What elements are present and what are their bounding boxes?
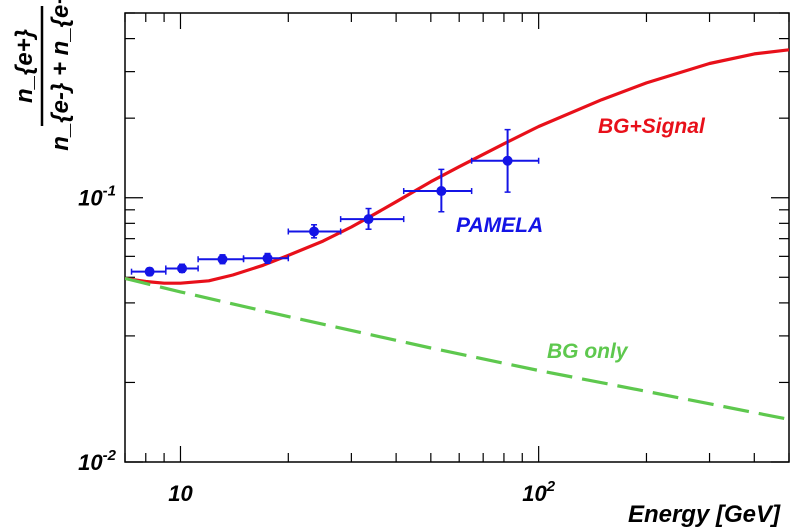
pamela-point bbox=[436, 186, 447, 197]
series-layer bbox=[125, 48, 789, 421]
annotation-bg-only: BG only bbox=[547, 340, 629, 363]
x-tick-label: 102 bbox=[522, 478, 555, 506]
pamela-point bbox=[363, 214, 374, 225]
y-axis-title-numerator: n_{e+} bbox=[11, 29, 38, 103]
x-tick-label: 10 bbox=[168, 481, 193, 506]
y-tick-label: 10-1 bbox=[78, 183, 116, 211]
series-bg-only-line bbox=[125, 276, 789, 421]
axis-ticks: 10 102 10-2 10-1 bbox=[78, 12, 790, 506]
series-bg-signal-line bbox=[125, 48, 789, 285]
series-pamela bbox=[130, 128, 540, 277]
pamela-point bbox=[262, 253, 273, 264]
y-axis-title-denominator: n_{e-} + n_{e+} bbox=[47, 0, 74, 151]
annotation-pamela: PAMELA bbox=[456, 214, 543, 237]
pamela-point bbox=[502, 155, 513, 166]
x-axis-title: Energy [GeV] bbox=[628, 501, 781, 528]
pamela-point bbox=[217, 254, 228, 265]
plot-frame bbox=[124, 12, 790, 463]
pamela-point bbox=[309, 226, 320, 237]
y-axis-title: n_{e+} n_{e-} + n_{e+} bbox=[11, 0, 74, 151]
y-tick-label: 10-2 bbox=[78, 447, 116, 475]
pamela-point bbox=[144, 266, 155, 277]
annotation-bg-signal: BG+Signal bbox=[598, 115, 706, 138]
pamela-point bbox=[177, 263, 188, 274]
